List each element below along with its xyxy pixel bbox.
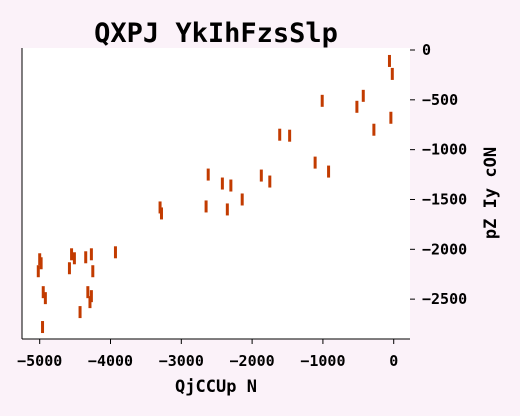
- y-tick-label: 0: [422, 41, 431, 59]
- axis-ticks: −5000 −4000 −3000 −2000 −1000 0 0 −500 −1000 −150…: [17, 41, 467, 370]
- y-tick-label: −1000: [422, 141, 467, 159]
- y-axis-title: pZ Iy cON: [481, 147, 501, 239]
- x-tick-label: 0: [389, 352, 398, 370]
- x-tick-label: −1000: [300, 352, 345, 370]
- y-tick-label: −2500: [422, 290, 467, 308]
- x-axis-title: QjCCUp N: [175, 377, 257, 397]
- x-tick-label: −3000: [159, 352, 204, 370]
- x-tick-label: −2000: [230, 352, 275, 370]
- plot-area: [22, 48, 410, 339]
- x-tick-label: −5000: [17, 352, 62, 370]
- y-tick-label: −500: [422, 91, 458, 109]
- x-tick-label: −4000: [88, 352, 133, 370]
- data-marks: [36, 54, 394, 334]
- y-tick-label: −2000: [422, 240, 467, 258]
- chart-title: QXPJ YkIhFzsSlp: [94, 18, 338, 49]
- y-tick-label: −1500: [422, 190, 467, 208]
